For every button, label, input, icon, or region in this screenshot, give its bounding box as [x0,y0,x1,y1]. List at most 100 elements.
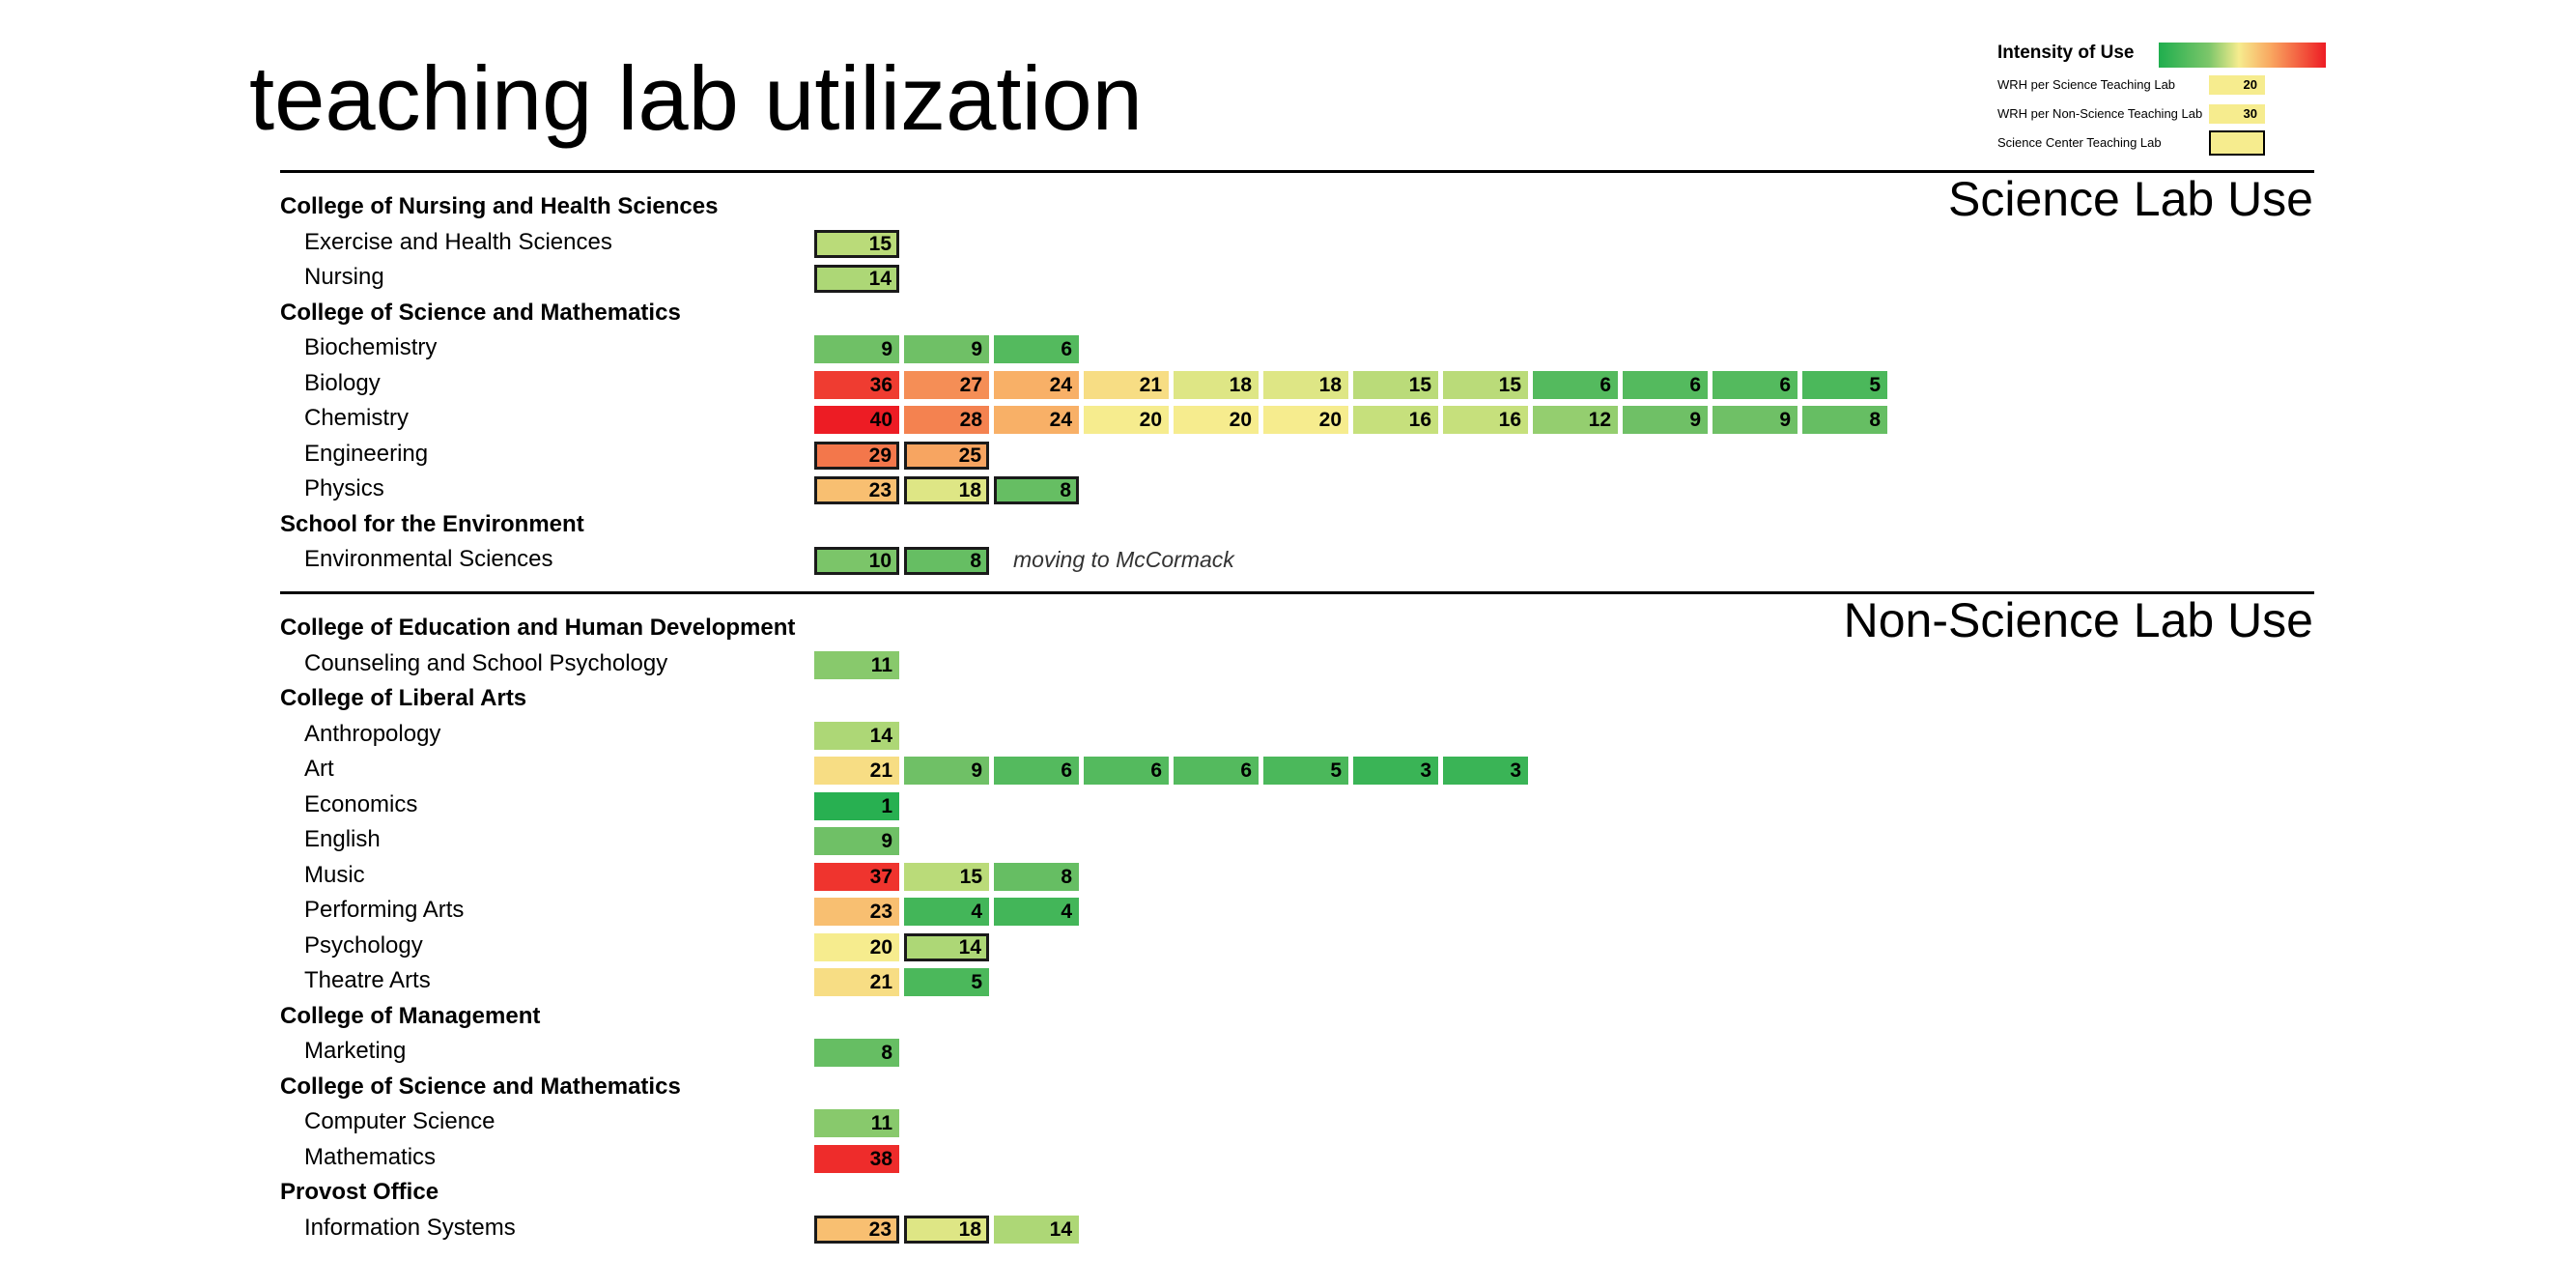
department-label: Biology [304,369,381,396]
row-note: moving to McCormack [1013,547,1234,572]
heatmap-cell: 8 [994,476,1079,504]
section-title-science: Science Lab Use [1947,172,2313,226]
department-label: Information Systems [304,1214,516,1241]
heatmap-cell: 5 [904,968,989,996]
heatmap-cell: 14 [814,721,899,750]
heatmap-cell: 8 [904,547,989,575]
heatmap-cell: 20 [1174,406,1259,434]
heatmap-cell: 8 [1802,406,1887,434]
heatmap-cell: 6 [1713,370,1798,399]
heatmap-cell: 36 [814,370,899,399]
department-label: Nursing [304,264,384,290]
department-label: Art [304,756,334,782]
heatmap-cell: 9 [904,335,989,363]
heatmap-cell: 23 [814,1215,899,1244]
heatmap-cell: 37 [814,862,899,891]
heatmap-cell: 6 [994,335,1079,363]
department-label: Environmental Sciences [304,546,553,572]
department-label: Performing Arts [304,897,465,923]
heatmap-cell: 38 [814,1144,899,1173]
heatmap-cell: 23 [814,476,899,504]
legend-label-science: WRH per Science Teaching Lab [1997,77,2176,92]
department-label: Counseling and School Psychology [304,649,668,676]
department-label: Psychology [304,931,423,959]
heatmap-cell: 11 [814,1109,899,1137]
college-label: School for the Environment [280,510,584,537]
department-label: English [304,826,381,852]
heatmap-cell: 9 [904,757,989,785]
legend-label-non-science: WRH per Non-Science Teaching Lab [1997,106,2203,121]
legend-swatch-science: 20 [2209,75,2265,95]
heatmap-cell: 15 [904,862,989,891]
department-label: Economics [304,790,418,817]
heatmap-cell: 10 [814,547,899,575]
department-label: Anthropology [304,720,441,747]
college-label: College of Science and Mathematics [280,1073,681,1100]
department-label: Mathematics [304,1143,437,1170]
heatmap-cell: 14 [814,265,899,293]
college-label: College of Education and Human Developme… [280,615,796,641]
heatmap-cell: 4 [994,898,1079,926]
heatmap-cell: 18 [904,1215,989,1244]
heatmap-cell: 18 [1174,370,1259,399]
college-label: College of Management [280,1002,541,1029]
heatmap-cell: 5 [1263,757,1348,785]
heatmap-cell: 23 [814,898,899,926]
heatmap-cell: 14 [994,1215,1079,1244]
heatmap-cell: 14 [904,932,989,961]
heatmap-cell: 28 [904,406,989,434]
heatmap-cell: 40 [814,406,899,434]
department-label: Music [304,861,365,888]
legend-swatch-science-center [2209,130,2265,156]
heatmap-cell: 9 [814,335,899,363]
heatmap-cell: 11 [814,650,899,679]
heatmap-cell: 20 [814,932,899,961]
heatmap-cell: 27 [904,370,989,399]
heatmap-cell: 9 [1623,406,1708,434]
section-divider-science [280,170,2314,173]
section-divider-non-science [280,591,2314,594]
heatmap-cell: 8 [994,862,1079,891]
heatmap-cell: 12 [1533,406,1618,434]
legend: Intensity of Use WRH per Science Teachin… [1997,39,2335,157]
heatmap-cell: 1 [814,791,899,820]
heatmap-cell: 29 [814,441,899,470]
section-title-non-science: Non-Science Lab Use [1843,593,2313,647]
department-label: Biochemistry [304,334,438,360]
legend-swatch-non-science: 30 [2209,104,2265,124]
heatmap-cell: 18 [1263,370,1348,399]
heatmap-cell: 21 [814,968,899,996]
heatmap-cell: 6 [1533,370,1618,399]
department-label: Exercise and Health Sciences [304,228,612,255]
legend-gradient [2159,43,2326,68]
college-label: College of Science and Mathematics [280,299,681,326]
heatmap-cell: 15 [1443,370,1528,399]
heatmap-cell: 16 [1443,406,1528,434]
heatmap-cell: 20 [1084,406,1169,434]
heatmap-cell: 9 [814,827,899,855]
heatmap-cell: 20 [1263,406,1348,434]
heatmap-cell: 24 [994,370,1079,399]
college-label: Provost Office [280,1179,439,1205]
heatmap-cell: 21 [814,757,899,785]
heatmap-cell: 21 [1084,370,1169,399]
heatmap-cell: 15 [1353,370,1438,399]
heatmap-cell: 5 [1802,370,1887,399]
department-label: Marketing [304,1038,407,1064]
heatmap-cell: 9 [1713,406,1798,434]
heatmap-cell: 3 [1353,757,1438,785]
heatmap-cell: 6 [1174,757,1259,785]
heatmap-cell: 6 [1623,370,1708,399]
department-label: Computer Science [304,1108,495,1134]
heatmap-cell: 15 [814,229,899,258]
heatmap-cell: 24 [994,406,1079,434]
department-label: Physics [304,475,384,501]
heatmap-cell: 16 [1353,406,1438,434]
department-label: Chemistry [304,405,410,431]
heatmap-cell: 3 [1443,757,1528,785]
page-title: teaching lab utilization [249,47,1143,149]
heatmap-cell: 18 [904,476,989,504]
heatmap-cell: 8 [814,1039,899,1067]
heatmap-cell: 6 [1084,757,1169,785]
legend-title: Intensity of Use [1997,43,2135,63]
